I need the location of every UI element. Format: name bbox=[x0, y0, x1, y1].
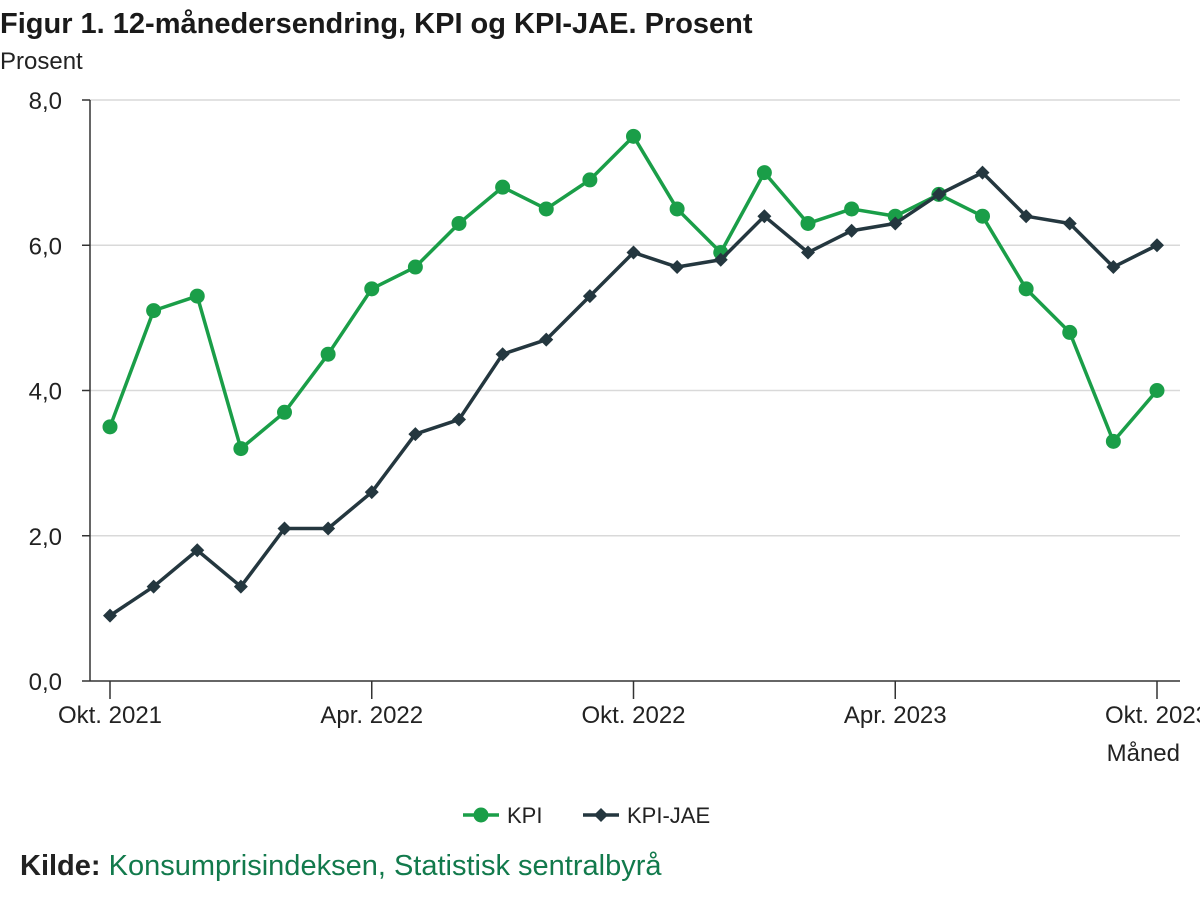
data-point-kpi-jae bbox=[801, 245, 815, 260]
data-point-kpi bbox=[233, 441, 249, 457]
x-tick-label: Apr. 2023 bbox=[844, 702, 947, 729]
data-point-kpi bbox=[582, 172, 598, 188]
y-tick-label: 2,0 bbox=[29, 524, 62, 551]
data-point-kpi bbox=[495, 179, 511, 195]
data-point-kpi bbox=[1105, 433, 1121, 449]
data-point-kpi-jae bbox=[757, 209, 772, 224]
data-point-kpi-jae bbox=[582, 289, 597, 304]
data-point-kpi-jae bbox=[277, 521, 292, 536]
legend-item-kpi-jae: KPI-JAE bbox=[583, 803, 710, 828]
data-point-kpi-jae bbox=[1150, 238, 1164, 253]
data-point-kpi-jae bbox=[888, 216, 903, 231]
data-point-kpi bbox=[844, 201, 860, 217]
data-point-kpi-jae bbox=[844, 223, 859, 238]
series-line-kpi bbox=[108, 134, 1159, 451]
data-point-kpi bbox=[1018, 281, 1034, 297]
data-point-kpi-jae bbox=[364, 485, 379, 500]
source-note: Kilde: Konsumprisindeksen, Statistisk se… bbox=[20, 850, 661, 883]
legend-label: KPI bbox=[507, 803, 542, 828]
data-point-kpi-jae bbox=[495, 347, 510, 362]
x-axis-title: Måned bbox=[1107, 740, 1180, 767]
legend-label: KPI-JAE bbox=[627, 803, 710, 828]
data-point-kpi-jae bbox=[670, 260, 685, 275]
data-point-kpi bbox=[146, 303, 162, 319]
data-point-kpi bbox=[626, 128, 641, 144]
data-point-kpi bbox=[1149, 383, 1165, 398]
data-point-kpi-jae bbox=[1106, 260, 1121, 275]
data-point-kpi-jae bbox=[1019, 209, 1034, 224]
data-point-kpi bbox=[102, 419, 118, 435]
data-point-kpi-jae bbox=[713, 252, 728, 267]
y-axis-title: Prosent bbox=[0, 48, 83, 75]
series-line-kpi-jae bbox=[109, 170, 1158, 618]
x-tick-label: Okt. 2022 bbox=[581, 702, 685, 729]
data-point-kpi-jae bbox=[975, 165, 990, 180]
data-point-kpi-jae bbox=[626, 245, 641, 260]
data-point-kpi bbox=[756, 165, 772, 181]
data-point-kpi bbox=[320, 346, 336, 362]
chart-title: Figur 1. 12-månedersendring, KPI og KPI-… bbox=[0, 8, 753, 40]
x-tick-label: Okt. 2023 bbox=[1105, 702, 1200, 729]
data-point-kpi bbox=[1062, 324, 1078, 340]
y-tick-label: 8,0 bbox=[29, 88, 62, 115]
source-label: Kilde: bbox=[20, 850, 101, 882]
data-point-kpi-jae bbox=[321, 521, 336, 536]
data-point-kpi bbox=[407, 259, 423, 275]
legend-item-kpi: KPI bbox=[463, 803, 542, 828]
y-tick-label: 4,0 bbox=[29, 379, 62, 406]
data-point-kpi-jae bbox=[103, 608, 117, 623]
series-layer bbox=[102, 128, 1165, 623]
data-point-kpi-jae bbox=[539, 332, 554, 347]
legend-marker bbox=[594, 808, 608, 822]
y-tick-label: 6,0 bbox=[29, 233, 62, 260]
data-point-kpi-jae bbox=[931, 187, 946, 202]
grid-lines bbox=[90, 99, 1180, 537]
axes: 0,0 2,0 4,0 6,0 8,0 Prosent Okt. 2021 Apr. 2022… bbox=[0, 48, 1200, 767]
x-tick-label: Okt. 2021 bbox=[58, 702, 162, 729]
data-point-kpi-jae bbox=[408, 427, 423, 442]
data-point-kpi bbox=[800, 215, 816, 231]
data-point-kpi bbox=[975, 208, 990, 224]
data-point-kpi-jae bbox=[1062, 216, 1077, 231]
data-point-kpi-jae bbox=[146, 579, 161, 594]
data-point-kpi bbox=[189, 288, 205, 304]
y-tick-label: 0,0 bbox=[29, 669, 62, 696]
data-point-kpi-jae bbox=[233, 579, 248, 594]
data-point-kpi bbox=[277, 404, 292, 420]
data-point-kpi-jae bbox=[190, 543, 205, 558]
x-tick-label: Apr. 2022 bbox=[320, 702, 423, 729]
data-point-kpi bbox=[364, 281, 380, 297]
source-text: Konsumprisindeksen, Statistisk sentralby… bbox=[108, 850, 662, 882]
data-point-kpi bbox=[669, 201, 685, 217]
data-point-kpi bbox=[451, 215, 467, 231]
data-point-kpi bbox=[538, 201, 554, 217]
legend: KPI KPI-JAE bbox=[463, 803, 710, 828]
data-point-kpi-jae bbox=[452, 412, 466, 427]
legend-marker bbox=[473, 807, 489, 823]
